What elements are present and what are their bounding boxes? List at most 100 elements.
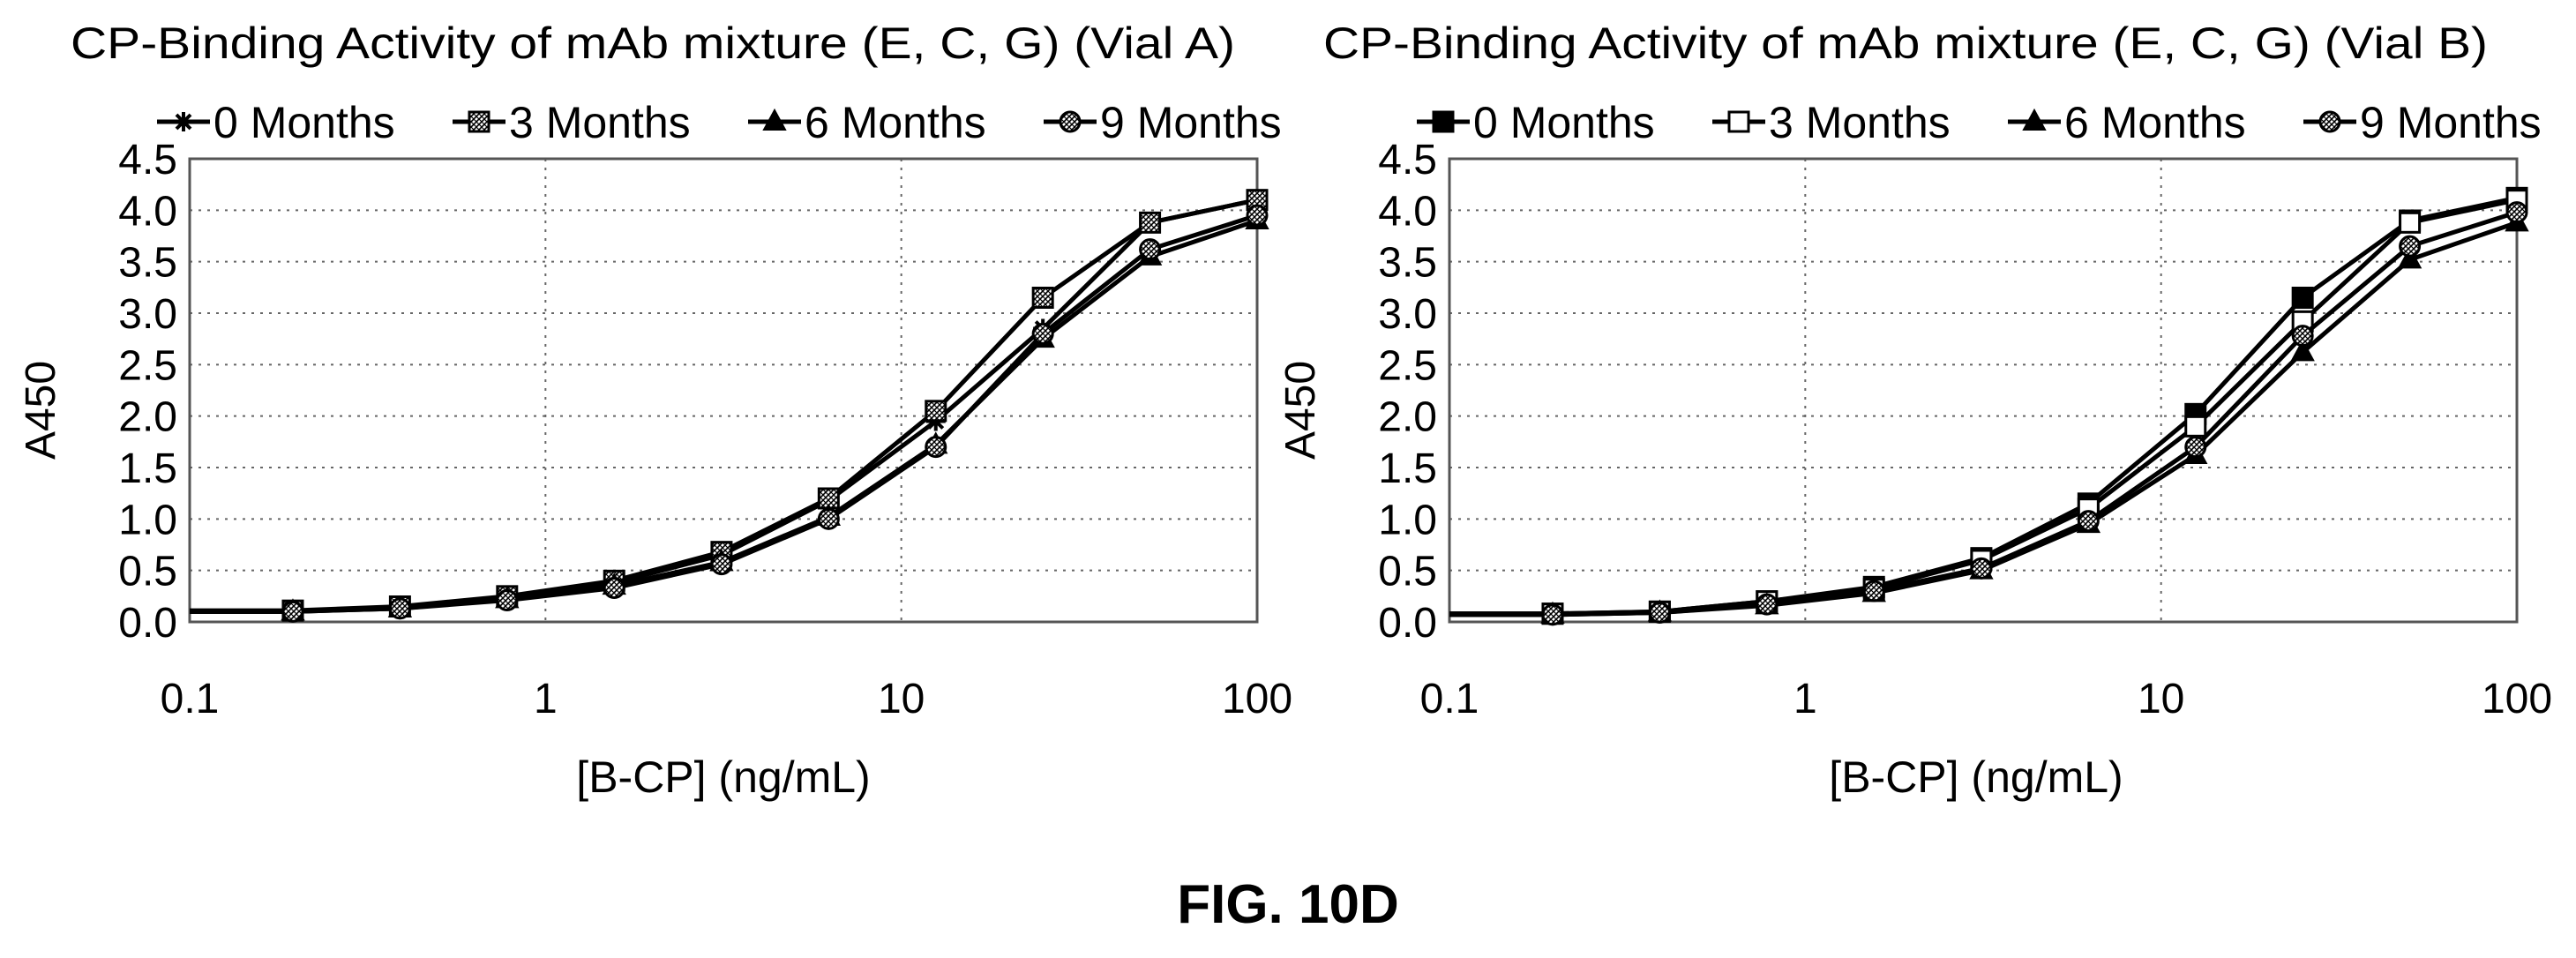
legend-label: 3 Months [1769, 98, 1951, 147]
x-axis-label: [B-CP] (ng/mL) [576, 752, 870, 802]
data-point [2399, 235, 2422, 258]
y-tick-label: 4.5 [118, 137, 177, 183]
data-point [1031, 322, 1054, 345]
y-tick-label: 3.0 [118, 291, 177, 338]
y-tick-label: 4.0 [118, 188, 177, 235]
legend-label: 3 Months [509, 98, 691, 147]
y-tick-label: 0.5 [1378, 549, 1437, 595]
y-tick-label: 4.5 [1378, 137, 1437, 183]
y-tick-label: 2.5 [1378, 342, 1437, 389]
x-tick-label: 100 [1222, 676, 1292, 722]
x-tick-label: 1 [1793, 676, 1817, 722]
legend-item: 3 Months [453, 98, 691, 147]
y-tick-label: 1.5 [118, 445, 177, 492]
data-point [1648, 602, 1671, 624]
data-point [2184, 436, 2207, 459]
legend-label: 6 Months [2064, 98, 2246, 147]
figure-caption: FIG. 10D [1177, 874, 1399, 935]
data-point [1756, 593, 1778, 616]
data-point [925, 436, 947, 459]
legend-marker [1059, 110, 1082, 133]
y-tick-label: 3.0 [1378, 291, 1437, 338]
legend-label: 9 Months [1100, 98, 1282, 147]
y-tick-label: 3.5 [118, 240, 177, 287]
chart-title: CP-Binding Activity of mAb mixture (E, C… [71, 19, 1235, 68]
y-tick-label: 0.0 [118, 600, 177, 647]
data-point [2184, 415, 2207, 438]
legend-label: 6 Months [805, 98, 986, 147]
data-point [1031, 287, 1054, 309]
data-point [281, 600, 304, 623]
data-point [2290, 339, 2315, 362]
y-axis-ticks: 0.0 0.5 1.0 1.52.0 2.53.03.5 4.0 4.5 [1378, 137, 1437, 647]
x-tick-label: 10 [878, 676, 925, 722]
y-axis-ticks: 0.0 0.5 1.0 1.52.0 2.53.03.5 4.0 4.5 [118, 137, 177, 647]
y-tick-label: 1.0 [1378, 497, 1437, 543]
series-group [1449, 186, 2529, 626]
legend-label: 9 Months [2360, 98, 2542, 147]
data-point [2291, 287, 2314, 309]
x-tick-label: 100 [2482, 676, 2552, 722]
chart-legend: 0 Months 3 Months 6 Months 9 Months [157, 98, 1282, 147]
data-point [2505, 201, 2528, 224]
legend-item: 6 Months [2008, 98, 2246, 147]
series-9-months [190, 204, 1269, 623]
y-axis-label: A450 [1277, 361, 1324, 460]
y-tick-label: 2.5 [118, 342, 177, 389]
data-point [1970, 557, 1993, 580]
y-tick-label: 0.5 [118, 549, 177, 595]
data-point [1139, 238, 1162, 261]
legend-label: 0 Months [213, 98, 395, 147]
x-tick-label: 1 [534, 676, 558, 722]
data-point [2397, 246, 2422, 269]
series-group [190, 189, 1269, 623]
legend-marker [2022, 108, 2047, 131]
chart-title: CP-Binding Activity of mAb mixture (E, C… [1323, 19, 2488, 68]
data-point [1139, 211, 1162, 234]
legend-marker [1432, 110, 1455, 133]
data-point [603, 577, 625, 599]
legend-item: 3 Months [1712, 98, 1951, 147]
legend-item: 9 Months [1044, 98, 1282, 147]
plot-area [1448, 157, 2519, 624]
data-point [1862, 580, 1885, 602]
data-point [1541, 603, 1564, 626]
data-point [1246, 204, 1269, 227]
data-point [2399, 211, 2422, 234]
legend-item: 0 Months [157, 98, 395, 147]
data-point [388, 597, 411, 620]
x-axis-label: [B-CP] (ng/mL) [1829, 752, 2123, 802]
legend-marker [2318, 110, 2341, 133]
chart-vial-b: CP-Binding Activity of mAb mixture (E, C… [1277, 19, 2552, 802]
y-tick-label: 3.5 [1378, 240, 1437, 287]
plot-area [188, 157, 1259, 624]
x-axis-ticks: 0.1 1 10 100 [1420, 676, 2552, 722]
y-tick-label: 1.5 [1378, 445, 1437, 492]
x-tick-label: 10 [2138, 676, 2184, 722]
data-point [2077, 510, 2100, 533]
chart-legend: 0 Months 3 Months 6 Months 9 Months [1417, 98, 2542, 147]
y-tick-label: 1.0 [118, 497, 177, 543]
legend-marker [762, 108, 787, 131]
x-tick-label: 0.1 [161, 676, 220, 722]
data-point [710, 553, 733, 576]
legend-item: 0 Months [1417, 98, 1655, 147]
legend-marker [1727, 110, 1750, 133]
legend-item: 6 Months [748, 98, 986, 147]
data-point [496, 589, 519, 611]
series-9-months [1449, 201, 2528, 626]
y-tick-label: 2.0 [1378, 394, 1437, 441]
data-point [817, 507, 840, 530]
y-tick-label: 4.0 [1378, 188, 1437, 235]
legend-marker [468, 110, 490, 133]
data-point [2291, 325, 2314, 348]
x-axis-ticks: 0.1 1 10 100 [161, 676, 1292, 722]
y-axis-label: A450 [18, 361, 64, 460]
y-tick-label: 0.0 [1378, 600, 1437, 647]
y-tick-label: 2.0 [118, 394, 177, 441]
legend-marker [174, 112, 193, 131]
chart-vial-a: CP-Binding Activity of mAb mixture (E, C… [18, 19, 1292, 802]
legend-item: 9 Months [2303, 98, 2542, 147]
x-tick-label: 0.1 [1420, 676, 1479, 722]
